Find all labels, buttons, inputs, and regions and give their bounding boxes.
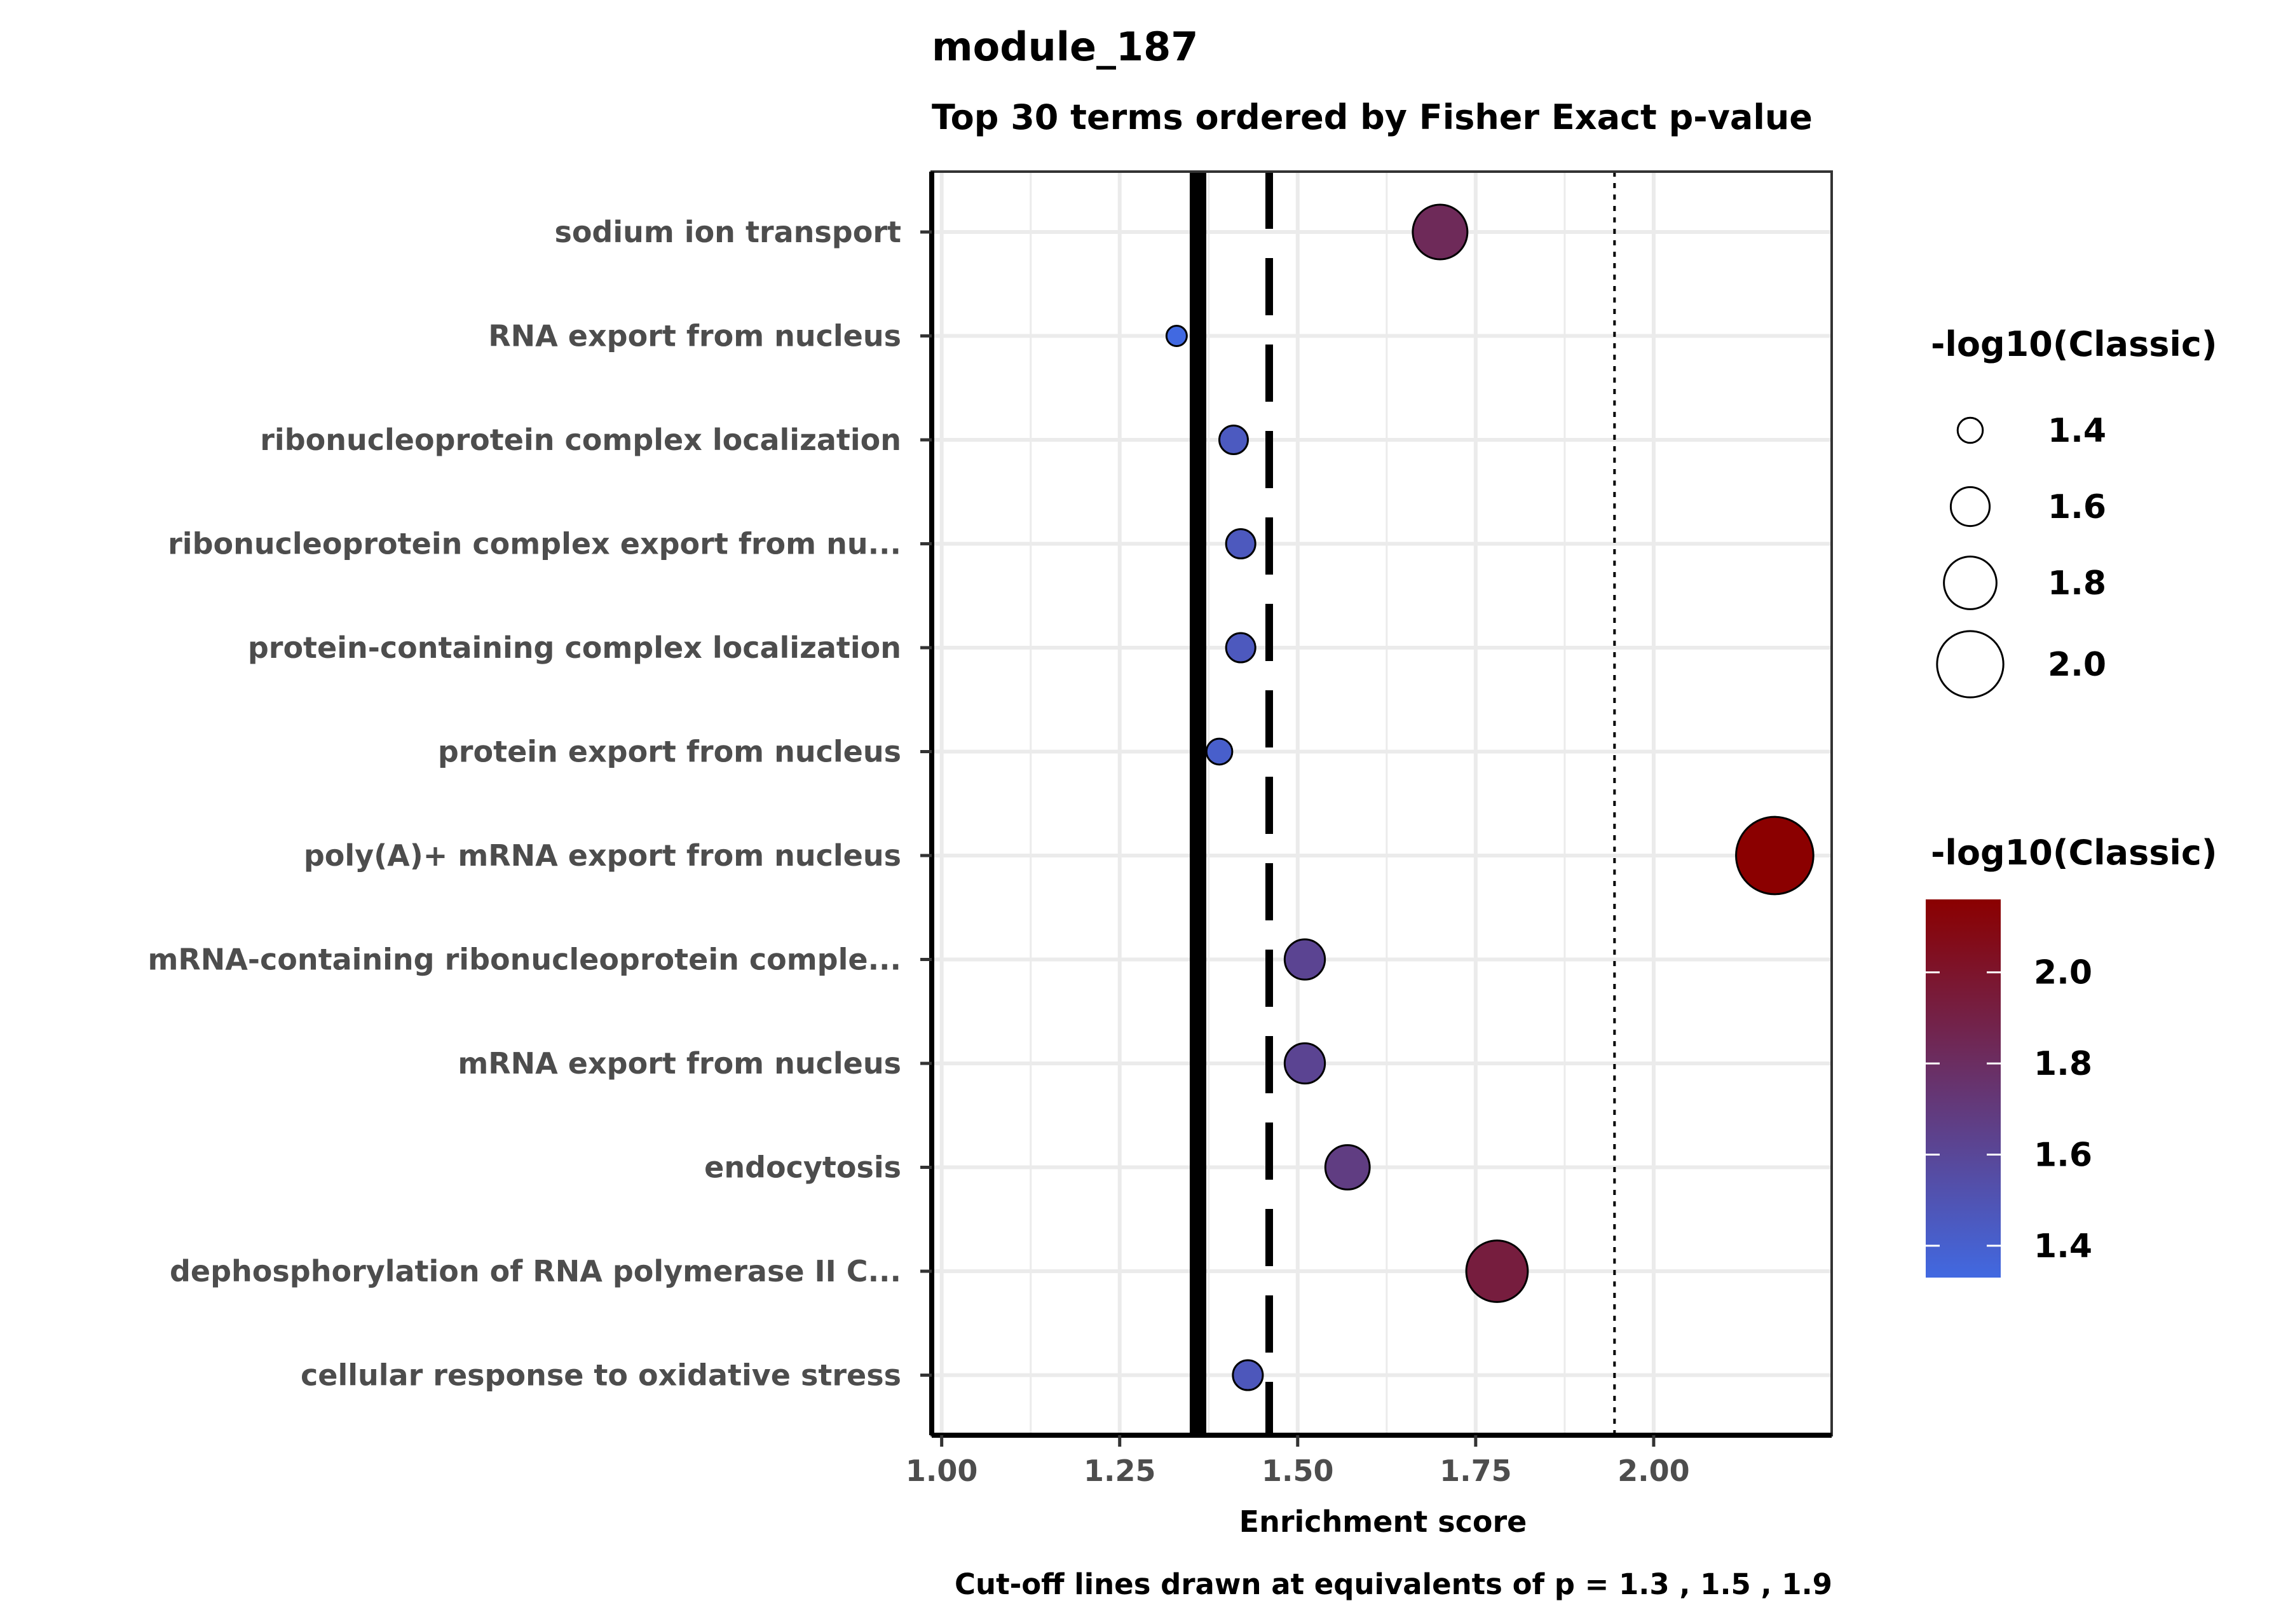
data-point (1735, 815, 1815, 896)
color-legend-label: 1.8 (2034, 1045, 2092, 1083)
color-legend-label: 1.6 (2034, 1136, 2092, 1174)
data-point (1283, 1042, 1326, 1085)
term-label: cellular response to oxidative stress (301, 1358, 901, 1393)
x-tick-label: 1.25 (1084, 1454, 1156, 1488)
term-label: mRNA-containing ribonucleoprotein comple… (147, 943, 901, 977)
term-label: RNA export from nucleus (488, 319, 901, 353)
size-legend-title: -log10(Classic) (1931, 324, 2217, 364)
data-point (1218, 425, 1249, 455)
term-label: poly(A)+ mRNA export from nucleus (304, 838, 901, 873)
x-tick-label: 1.00 (906, 1454, 978, 1488)
size-legend-circle (1936, 630, 2005, 699)
size-legend-circle (1943, 556, 1998, 610)
term-label: protein export from nucleus (438, 735, 901, 769)
x-tick-label: 2.00 (1617, 1454, 1690, 1488)
data-point (1283, 938, 1326, 981)
size-legend-label: 1.8 (2048, 564, 2106, 603)
data-point (1412, 203, 1469, 261)
data-point (1165, 325, 1188, 347)
size-legend-label: 1.4 (2048, 412, 2106, 450)
term-label: dephosphorylation of RNA polymerase II C… (170, 1254, 901, 1288)
term-label: mRNA export from nucleus (458, 1046, 901, 1081)
term-label: protein-containing complex localization (248, 631, 901, 665)
size-legend-circle (1956, 416, 1984, 444)
data-point (1205, 737, 1234, 766)
data-point (1324, 1144, 1371, 1191)
chart-subtitle: Top 30 terms ordered by Fisher Exact p-v… (932, 97, 1813, 137)
term-label: ribonucleoprotein complex export from nu… (168, 527, 901, 561)
data-point (1225, 528, 1256, 560)
data-point (1232, 1359, 1264, 1391)
color-legend-label: 1.4 (2034, 1227, 2092, 1266)
color-legend-bar (1926, 899, 2001, 1278)
color-legend-title: -log10(Classic) (1931, 833, 2217, 873)
size-legend-circle (1949, 486, 1991, 528)
data-point (1465, 1239, 1529, 1303)
x-tick-label: 1.75 (1440, 1454, 1512, 1488)
term-label: ribonucleoprotein complex localization (260, 423, 901, 457)
plot-panel (932, 172, 1832, 1435)
x-tick-label: 1.50 (1262, 1454, 1334, 1488)
term-label: sodium ion transport (554, 215, 901, 249)
term-label: endocytosis (704, 1150, 901, 1185)
size-legend-label: 2.0 (2048, 646, 2106, 684)
x-axis-title: Enrichment score (1239, 1505, 1527, 1539)
chart-caption: Cut-off lines drawn at equivalents of p … (955, 1567, 1832, 1601)
size-legend-label: 1.6 (2048, 488, 2106, 526)
color-legend-label: 2.0 (2034, 954, 2092, 992)
chart-title: module_187 (932, 24, 1198, 70)
data-point (1225, 632, 1256, 664)
